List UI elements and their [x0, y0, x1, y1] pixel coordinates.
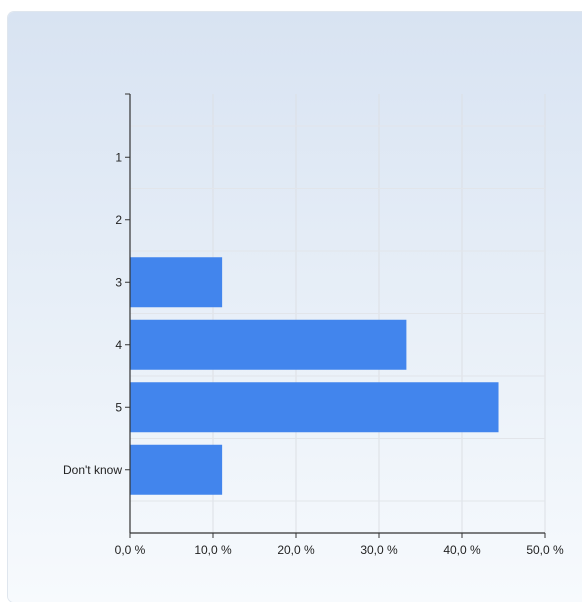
bar-don-t-know — [130, 444, 223, 495]
bar-3 — [130, 257, 223, 308]
gridlines — [130, 94, 546, 533]
y-tick-label: 3 — [115, 275, 122, 289]
x-tick-label: 40,0 % — [443, 543, 481, 557]
axes — [125, 93, 546, 538]
y-tick-label: Don't know — [63, 463, 122, 477]
x-tick-label: 0,0 % — [115, 543, 146, 557]
bars — [130, 257, 499, 495]
x-tick-labels: 0,0 % 10,0 % 20,0 % 30,0 % 40,0 % 50,0 % — [115, 543, 564, 557]
bar-4 — [130, 319, 407, 370]
x-tick-label: 50,0 % — [526, 543, 564, 557]
y-tick-label: 1 — [115, 150, 122, 164]
y-tick-label: 2 — [115, 213, 122, 227]
y-tick-labels: 1 2 3 4 5 Don't know — [63, 150, 122, 477]
y-tick-label: 4 — [115, 338, 122, 352]
x-tick-label: 10,0 % — [194, 543, 232, 557]
x-tick-label: 20,0 % — [277, 543, 315, 557]
bar-chart: 1 2 3 4 5 Don't know 0,0 % 10,0 % 20,0 % 30,0 % 4… — [63, 93, 564, 557]
y-tick-label: 5 — [115, 400, 122, 414]
x-tick-label: 30,0 % — [360, 543, 398, 557]
bar-5 — [130, 382, 499, 433]
chart-panel — [8, 12, 582, 602]
